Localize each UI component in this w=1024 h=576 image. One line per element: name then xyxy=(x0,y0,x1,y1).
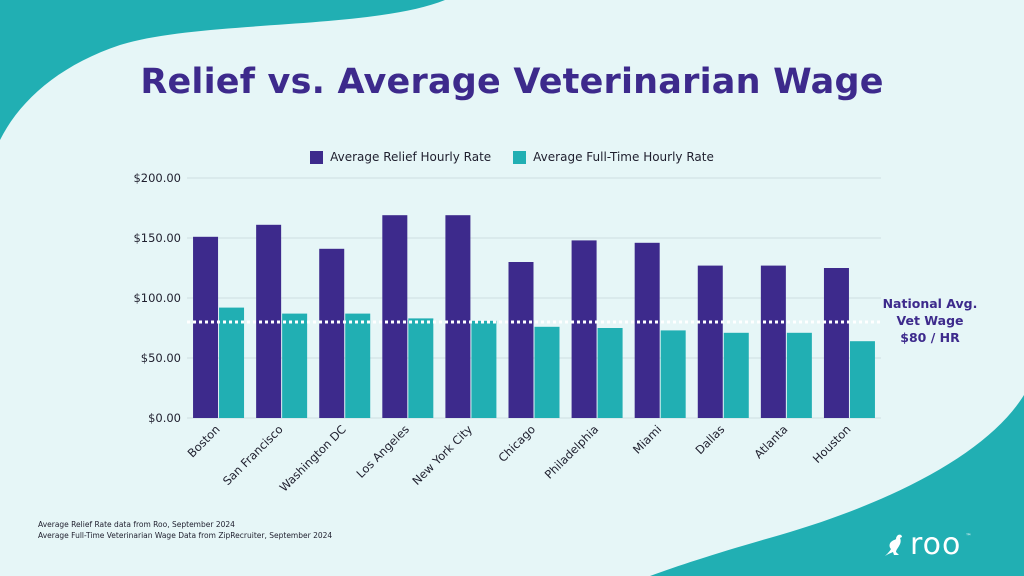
legend-swatch-relief xyxy=(310,150,324,164)
top-left-teal-shape xyxy=(0,0,445,140)
source-notes: Average Relief Rate data from Roo, Septe… xyxy=(38,519,332,541)
reference-line-label: National Avg. Vet Wage $80 / HR xyxy=(872,295,988,346)
y-tick-label: $200.00 xyxy=(133,171,181,185)
legend-label-fulltime: Average Full-Time Hourly Rate xyxy=(533,150,714,164)
x-tick-label: Houston xyxy=(810,422,854,466)
reference-label-line-1: National Avg. xyxy=(882,296,978,311)
bar-relief xyxy=(634,242,660,418)
y-tick-label: $100.00 xyxy=(133,291,181,305)
bar-fulltime xyxy=(345,313,371,418)
reference-label-line-2: Vet Wage xyxy=(896,313,964,328)
x-tick-label: New York City xyxy=(409,422,475,488)
legend: Average Relief Hourly Rate Average Full-… xyxy=(0,150,1024,164)
x-tick-label: Los Angeles xyxy=(353,422,411,480)
reference-label-line-3: $80 / HR xyxy=(900,330,960,345)
legend-label-relief: Average Relief Hourly Rate xyxy=(330,150,492,164)
x-tick-label: Miami xyxy=(630,422,664,456)
bar-fulltime xyxy=(786,332,812,418)
bar-relief xyxy=(823,268,849,418)
legend-entry-relief: Average Relief Hourly Rate xyxy=(310,150,491,164)
bar-relief xyxy=(319,248,345,418)
x-tick-label: Boston xyxy=(185,422,223,460)
x-tick-label: Philadelphia xyxy=(542,422,601,481)
bar-fulltime xyxy=(849,341,875,418)
bar-fulltime xyxy=(597,328,623,418)
legend-swatch-fulltime xyxy=(513,150,527,164)
roo-logo: roo ™ xyxy=(884,530,971,560)
bar-relief xyxy=(571,240,597,418)
bar-fulltime xyxy=(219,307,245,418)
bar-relief xyxy=(760,265,786,418)
kangaroo-icon xyxy=(885,534,902,556)
bar-relief xyxy=(382,215,408,418)
y-tick-label: $150.00 xyxy=(133,231,181,245)
bar-fulltime xyxy=(408,318,434,418)
bar-relief xyxy=(193,236,219,418)
bar-fulltime xyxy=(282,313,308,418)
bar-relief xyxy=(508,262,534,418)
x-tick-label: Dallas xyxy=(693,422,728,457)
chart-title: Relief vs. Average Veterinarian Wage xyxy=(140,62,884,102)
x-tick-label: San Francisco xyxy=(220,422,286,488)
bar-relief xyxy=(445,215,471,418)
y-tick-label: $0.00 xyxy=(148,411,181,425)
bar-fulltime xyxy=(723,332,749,418)
source-note-fulltime: Average Full-Time Veterinarian Wage Data… xyxy=(38,531,333,540)
legend-entry-fulltime: Average Full-Time Hourly Rate xyxy=(513,150,714,164)
source-note-relief: Average Relief Rate data from Roo, Septe… xyxy=(38,520,235,529)
logo-wordmark: roo xyxy=(910,527,962,562)
logo-trademark: ™ xyxy=(965,533,972,540)
bottom-right-teal-shape xyxy=(650,395,1024,576)
bar-relief xyxy=(697,265,723,418)
x-tick-label: Atlanta xyxy=(751,422,790,461)
bar-fulltime xyxy=(660,330,686,418)
bar-fulltime xyxy=(471,320,497,418)
bar-fulltime xyxy=(534,326,560,418)
x-tick-label: Chicago xyxy=(496,422,539,465)
x-tick-label: Washington DC xyxy=(277,422,349,494)
y-tick-label: $50.00 xyxy=(141,351,181,365)
